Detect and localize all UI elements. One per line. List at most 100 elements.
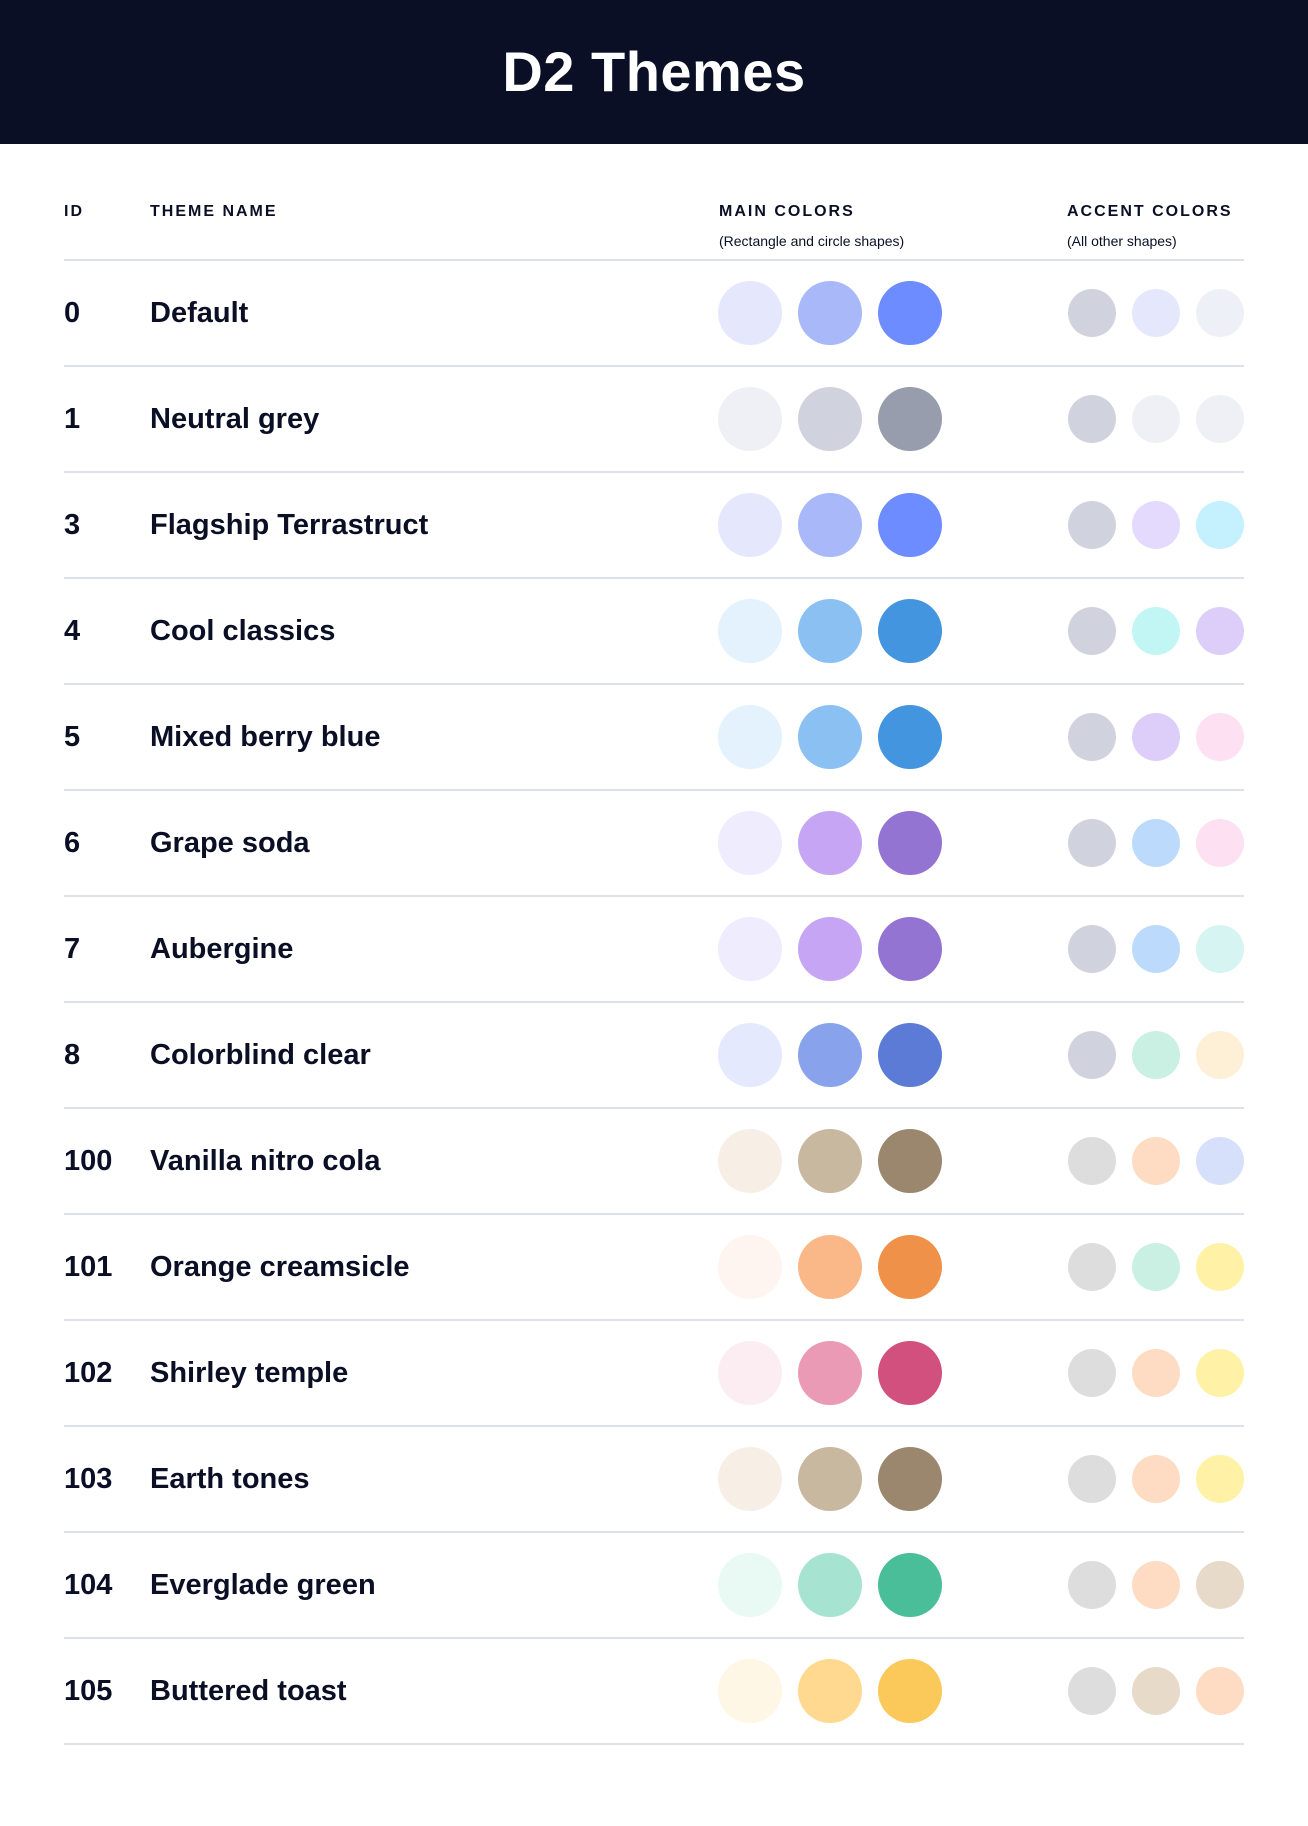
themes-table: ID THEME NAME MAIN COLORS (Rectangle and… bbox=[64, 144, 1244, 1745]
main-color-swatch bbox=[718, 1447, 782, 1511]
main-color-swatch bbox=[878, 1447, 942, 1511]
main-color-swatch bbox=[718, 1129, 782, 1193]
accent-color-swatch bbox=[1196, 713, 1244, 761]
accent-color-swatch bbox=[1068, 925, 1116, 973]
accent-color-swatch bbox=[1132, 1243, 1180, 1291]
main-color-swatch bbox=[798, 1553, 862, 1617]
table-row: 103 Earth tones bbox=[64, 1427, 1244, 1533]
accent-color-swatch bbox=[1068, 1561, 1116, 1609]
theme-name: Cool classics bbox=[150, 615, 336, 647]
theme-id: 8 bbox=[64, 1039, 81, 1071]
table-row: 7 Aubergine bbox=[64, 897, 1244, 1003]
accent-color-swatch bbox=[1132, 1031, 1180, 1079]
main-color-swatch bbox=[718, 1659, 782, 1723]
main-color-swatch bbox=[878, 1341, 942, 1405]
main-color-swatch bbox=[798, 1341, 862, 1405]
table-row: 101 Orange creamsicle bbox=[64, 1215, 1244, 1321]
theme-name: Shirley temple bbox=[150, 1357, 349, 1389]
accent-color-swatch bbox=[1196, 289, 1244, 337]
accent-color-swatch bbox=[1068, 713, 1116, 761]
theme-name: Colorblind clear bbox=[150, 1039, 371, 1071]
main-color-swatch bbox=[718, 493, 782, 557]
accent-color-swatch bbox=[1196, 925, 1244, 973]
main-color-swatch bbox=[718, 811, 782, 875]
main-color-swatch bbox=[878, 599, 942, 663]
theme-id: 5 bbox=[64, 721, 81, 753]
table-row: 8 Colorblind clear bbox=[64, 1003, 1244, 1109]
main-color-swatch bbox=[718, 599, 782, 663]
accent-color-swatch bbox=[1132, 1667, 1180, 1715]
accent-color-swatch bbox=[1196, 501, 1244, 549]
accent-color-swatch bbox=[1132, 1137, 1180, 1185]
accent-color-swatch bbox=[1068, 501, 1116, 549]
accent-color-swatch bbox=[1132, 925, 1180, 973]
main-color-swatch bbox=[878, 1553, 942, 1617]
table-row: 102 Shirley temple bbox=[64, 1321, 1244, 1427]
main-color-swatch bbox=[878, 493, 942, 557]
accent-color-swatch bbox=[1132, 501, 1180, 549]
main-color-swatch bbox=[798, 281, 862, 345]
accent-color-swatch bbox=[1068, 1137, 1116, 1185]
accent-color-swatch bbox=[1196, 1031, 1244, 1079]
table-row: 104 Everglade green bbox=[64, 1533, 1244, 1639]
theme-name: Grape soda bbox=[150, 827, 310, 859]
accent-color-swatch bbox=[1196, 1137, 1244, 1185]
main-color-swatch bbox=[878, 1023, 942, 1087]
theme-name: Default bbox=[150, 297, 249, 329]
theme-name: Mixed berry blue bbox=[150, 721, 381, 753]
main-color-swatch bbox=[878, 281, 942, 345]
column-subheader-accent: (All other shapes) bbox=[1067, 233, 1177, 249]
theme-id: 4 bbox=[64, 615, 81, 647]
main-color-swatch bbox=[878, 387, 942, 451]
table-row: 5 Mixed berry blue bbox=[64, 685, 1244, 791]
theme-id: 103 bbox=[64, 1463, 113, 1495]
accent-color-swatch bbox=[1196, 819, 1244, 867]
accent-color-swatch bbox=[1132, 713, 1180, 761]
column-header-accent: ACCENT COLORS bbox=[1067, 203, 1233, 220]
accent-color-swatch bbox=[1196, 1243, 1244, 1291]
theme-name: Neutral grey bbox=[150, 403, 320, 435]
accent-color-swatch bbox=[1068, 1031, 1116, 1079]
theme-id: 0 bbox=[64, 297, 81, 329]
table-header: ID THEME NAME MAIN COLORS (Rectangle and… bbox=[64, 144, 1244, 261]
accent-color-swatch bbox=[1068, 1243, 1116, 1291]
main-color-swatch bbox=[718, 917, 782, 981]
main-color-swatch bbox=[718, 387, 782, 451]
main-color-swatch bbox=[798, 917, 862, 981]
theme-name: Earth tones bbox=[150, 1463, 310, 1495]
column-subheader-main: (Rectangle and circle shapes) bbox=[719, 233, 905, 249]
accent-color-swatch bbox=[1132, 289, 1180, 337]
theme-id: 6 bbox=[64, 827, 81, 859]
accent-color-swatch bbox=[1068, 1455, 1116, 1503]
accent-color-swatch bbox=[1132, 1561, 1180, 1609]
accent-color-swatch bbox=[1196, 607, 1244, 655]
main-color-swatch bbox=[798, 811, 862, 875]
page-header: D2 Themes bbox=[0, 0, 1308, 144]
main-color-swatch bbox=[798, 1447, 862, 1511]
accent-color-swatch bbox=[1132, 1455, 1180, 1503]
main-color-swatch bbox=[718, 281, 782, 345]
theme-id: 3 bbox=[64, 509, 81, 541]
theme-id: 100 bbox=[64, 1145, 113, 1177]
accent-color-swatch bbox=[1068, 1667, 1116, 1715]
accent-color-swatch bbox=[1196, 395, 1244, 443]
table-row: 105 Buttered toast bbox=[64, 1639, 1244, 1745]
theme-id: 102 bbox=[64, 1357, 113, 1389]
main-color-swatch bbox=[878, 917, 942, 981]
column-header-main: MAIN COLORS bbox=[719, 203, 855, 220]
main-color-swatch bbox=[798, 387, 862, 451]
theme-id: 1 bbox=[64, 403, 81, 435]
main-color-swatch bbox=[718, 1341, 782, 1405]
table-row: 3 Flagship Terrastruct bbox=[64, 473, 1244, 579]
accent-color-swatch bbox=[1068, 1349, 1116, 1397]
main-color-swatch bbox=[718, 705, 782, 769]
main-color-swatch bbox=[878, 1235, 942, 1299]
main-color-swatch bbox=[878, 1659, 942, 1723]
theme-id: 7 bbox=[64, 933, 81, 965]
theme-name: Vanilla nitro cola bbox=[150, 1145, 381, 1177]
main-color-swatch bbox=[878, 1129, 942, 1193]
table-row: 100 Vanilla nitro cola bbox=[64, 1109, 1244, 1215]
main-color-swatch bbox=[798, 599, 862, 663]
accent-color-swatch bbox=[1196, 1561, 1244, 1609]
main-color-swatch bbox=[798, 1659, 862, 1723]
